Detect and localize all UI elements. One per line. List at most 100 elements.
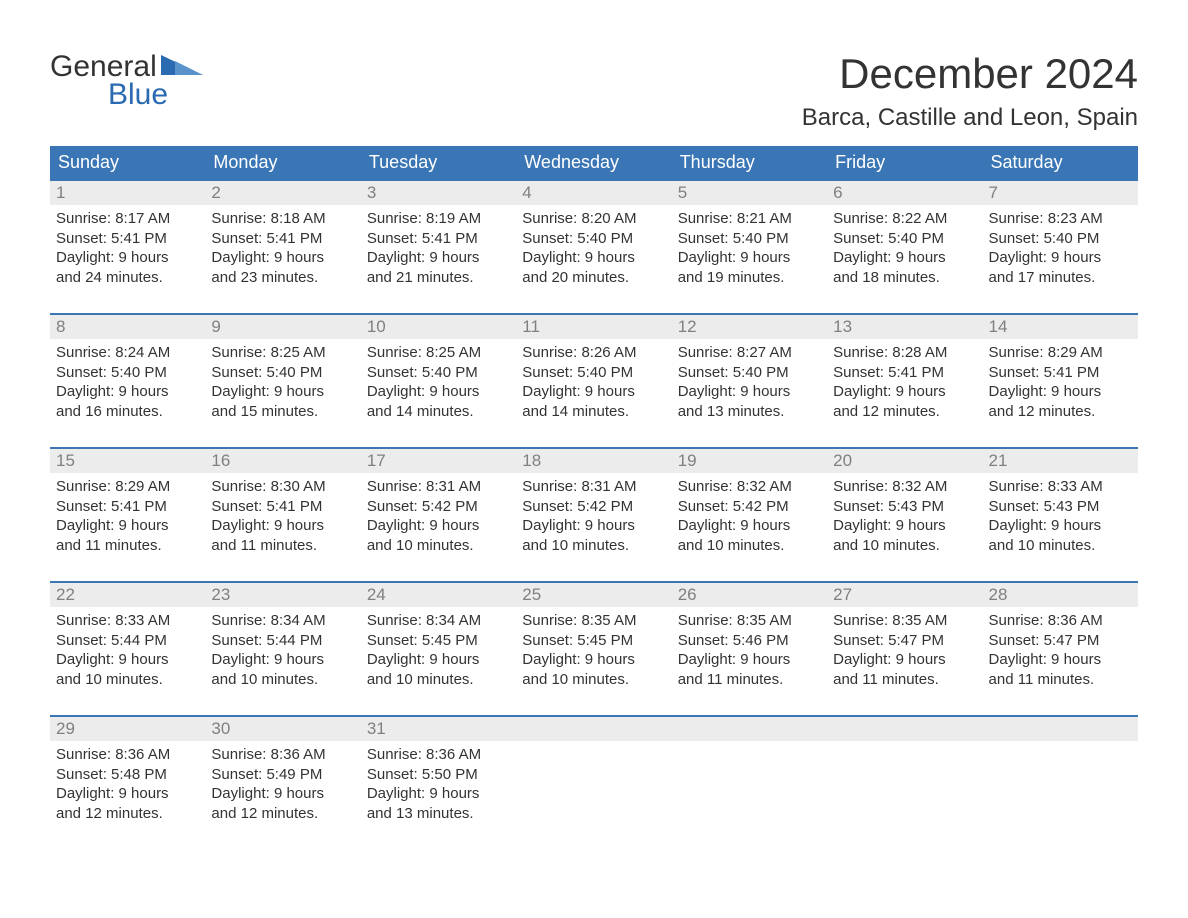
day-line-sunset: Sunset: 5:48 PM xyxy=(56,765,199,785)
calendar: SundayMondayTuesdayWednesdayThursdayFrid… xyxy=(50,146,1138,835)
day-line-sunrise: Sunrise: 8:34 AM xyxy=(367,611,510,631)
day-body: Sunrise: 8:29 AMSunset: 5:41 PMDaylight:… xyxy=(50,473,205,561)
day-line-d1: Daylight: 9 hours xyxy=(833,382,976,402)
day-body: Sunrise: 8:31 AMSunset: 5:42 PMDaylight:… xyxy=(361,473,516,561)
day-line-sunset: Sunset: 5:47 PM xyxy=(989,631,1132,651)
day-line-d2: and 14 minutes. xyxy=(522,402,665,422)
day-cell: 2Sunrise: 8:18 AMSunset: 5:41 PMDaylight… xyxy=(205,181,360,299)
day-line-sunset: Sunset: 5:40 PM xyxy=(678,229,821,249)
day-line-sunset: Sunset: 5:40 PM xyxy=(211,363,354,383)
day-line-sunset: Sunset: 5:47 PM xyxy=(833,631,976,651)
day-body: Sunrise: 8:36 AMSunset: 5:50 PMDaylight:… xyxy=(361,741,516,829)
day-line-d1: Daylight: 9 hours xyxy=(56,248,199,268)
day-number: 6 xyxy=(827,181,982,205)
day-body: Sunrise: 8:34 AMSunset: 5:44 PMDaylight:… xyxy=(205,607,360,695)
day-line-sunset: Sunset: 5:40 PM xyxy=(522,363,665,383)
day-number: 22 xyxy=(50,583,205,607)
logo: General Blue xyxy=(50,50,203,112)
day-body: Sunrise: 8:35 AMSunset: 5:47 PMDaylight:… xyxy=(827,607,982,695)
day-line-sunset: Sunset: 5:41 PM xyxy=(56,229,199,249)
day-line-d1: Daylight: 9 hours xyxy=(211,248,354,268)
day-number: 15 xyxy=(50,449,205,473)
week-row: 22Sunrise: 8:33 AMSunset: 5:44 PMDayligh… xyxy=(50,581,1138,701)
day-line-sunset: Sunset: 5:40 PM xyxy=(367,363,510,383)
day-body: Sunrise: 8:32 AMSunset: 5:43 PMDaylight:… xyxy=(827,473,982,561)
day-line-d2: and 11 minutes. xyxy=(56,536,199,556)
location-text: Barca, Castille and Leon, Spain xyxy=(802,104,1138,132)
day-line-d2: and 14 minutes. xyxy=(367,402,510,422)
day-cell: 17Sunrise: 8:31 AMSunset: 5:42 PMDayligh… xyxy=(361,449,516,567)
day-line-d2: and 18 minutes. xyxy=(833,268,976,288)
day-line-sunrise: Sunrise: 8:22 AM xyxy=(833,209,976,229)
day-header: Saturday xyxy=(983,146,1138,179)
day-line-sunset: Sunset: 5:40 PM xyxy=(989,229,1132,249)
day-line-sunrise: Sunrise: 8:20 AM xyxy=(522,209,665,229)
day-number: 26 xyxy=(672,583,827,607)
day-body: Sunrise: 8:36 AMSunset: 5:49 PMDaylight:… xyxy=(205,741,360,829)
day-line-sunrise: Sunrise: 8:19 AM xyxy=(367,209,510,229)
day-line-sunset: Sunset: 5:49 PM xyxy=(211,765,354,785)
day-header: Sunday xyxy=(50,146,205,179)
month-title: December 2024 xyxy=(802,50,1138,98)
day-line-sunrise: Sunrise: 8:36 AM xyxy=(211,745,354,765)
day-line-d1: Daylight: 9 hours xyxy=(522,650,665,670)
day-line-sunrise: Sunrise: 8:29 AM xyxy=(989,343,1132,363)
day-number: 9 xyxy=(205,315,360,339)
day-line-d2: and 15 minutes. xyxy=(211,402,354,422)
day-line-sunrise: Sunrise: 8:33 AM xyxy=(989,477,1132,497)
day-number: 27 xyxy=(827,583,982,607)
day-line-d1: Daylight: 9 hours xyxy=(833,650,976,670)
day-cell: 26Sunrise: 8:35 AMSunset: 5:46 PMDayligh… xyxy=(672,583,827,701)
day-cell: 15Sunrise: 8:29 AMSunset: 5:41 PMDayligh… xyxy=(50,449,205,567)
day-line-d2: and 20 minutes. xyxy=(522,268,665,288)
day-line-sunset: Sunset: 5:40 PM xyxy=(678,363,821,383)
day-line-d2: and 17 minutes. xyxy=(989,268,1132,288)
day-line-d1: Daylight: 9 hours xyxy=(678,516,821,536)
day-cell: 30Sunrise: 8:36 AMSunset: 5:49 PMDayligh… xyxy=(205,717,360,835)
day-number: 23 xyxy=(205,583,360,607)
day-number: 30 xyxy=(205,717,360,741)
day-body: Sunrise: 8:24 AMSunset: 5:40 PMDaylight:… xyxy=(50,339,205,427)
day-line-sunrise: Sunrise: 8:18 AM xyxy=(211,209,354,229)
day-line-sunset: Sunset: 5:41 PM xyxy=(367,229,510,249)
day-body: Sunrise: 8:33 AMSunset: 5:44 PMDaylight:… xyxy=(50,607,205,695)
day-body: Sunrise: 8:25 AMSunset: 5:40 PMDaylight:… xyxy=(205,339,360,427)
day-line-d1: Daylight: 9 hours xyxy=(367,382,510,402)
day-number-empty xyxy=(672,717,827,741)
day-cell: 3Sunrise: 8:19 AMSunset: 5:41 PMDaylight… xyxy=(361,181,516,299)
day-body: Sunrise: 8:21 AMSunset: 5:40 PMDaylight:… xyxy=(672,205,827,293)
day-header: Friday xyxy=(827,146,982,179)
day-line-sunrise: Sunrise: 8:35 AM xyxy=(678,611,821,631)
day-body: Sunrise: 8:35 AMSunset: 5:46 PMDaylight:… xyxy=(672,607,827,695)
day-line-sunrise: Sunrise: 8:25 AM xyxy=(367,343,510,363)
day-line-sunrise: Sunrise: 8:23 AM xyxy=(989,209,1132,229)
day-cell: 5Sunrise: 8:21 AMSunset: 5:40 PMDaylight… xyxy=(672,181,827,299)
day-body: Sunrise: 8:28 AMSunset: 5:41 PMDaylight:… xyxy=(827,339,982,427)
day-number: 16 xyxy=(205,449,360,473)
day-body: Sunrise: 8:29 AMSunset: 5:41 PMDaylight:… xyxy=(983,339,1138,427)
day-cell: 12Sunrise: 8:27 AMSunset: 5:40 PMDayligh… xyxy=(672,315,827,433)
day-line-d1: Daylight: 9 hours xyxy=(678,248,821,268)
day-line-sunrise: Sunrise: 8:31 AM xyxy=(522,477,665,497)
day-number: 18 xyxy=(516,449,671,473)
day-cell: 31Sunrise: 8:36 AMSunset: 5:50 PMDayligh… xyxy=(361,717,516,835)
day-cell: 11Sunrise: 8:26 AMSunset: 5:40 PMDayligh… xyxy=(516,315,671,433)
day-number: 1 xyxy=(50,181,205,205)
day-cell: 20Sunrise: 8:32 AMSunset: 5:43 PMDayligh… xyxy=(827,449,982,567)
day-cell: 19Sunrise: 8:32 AMSunset: 5:42 PMDayligh… xyxy=(672,449,827,567)
day-body: Sunrise: 8:35 AMSunset: 5:45 PMDaylight:… xyxy=(516,607,671,695)
day-cell: 14Sunrise: 8:29 AMSunset: 5:41 PMDayligh… xyxy=(983,315,1138,433)
day-body: Sunrise: 8:36 AMSunset: 5:48 PMDaylight:… xyxy=(50,741,205,829)
day-number: 11 xyxy=(516,315,671,339)
day-line-sunset: Sunset: 5:43 PM xyxy=(833,497,976,517)
week-row: 1Sunrise: 8:17 AMSunset: 5:41 PMDaylight… xyxy=(50,179,1138,299)
day-line-sunrise: Sunrise: 8:17 AM xyxy=(56,209,199,229)
day-line-sunrise: Sunrise: 8:31 AM xyxy=(367,477,510,497)
day-line-sunrise: Sunrise: 8:32 AM xyxy=(678,477,821,497)
day-body: Sunrise: 8:26 AMSunset: 5:40 PMDaylight:… xyxy=(516,339,671,427)
day-body: Sunrise: 8:18 AMSunset: 5:41 PMDaylight:… xyxy=(205,205,360,293)
day-number: 20 xyxy=(827,449,982,473)
day-number: 14 xyxy=(983,315,1138,339)
day-number: 7 xyxy=(983,181,1138,205)
title-block: December 2024 Barca, Castille and Leon, … xyxy=(802,50,1138,132)
